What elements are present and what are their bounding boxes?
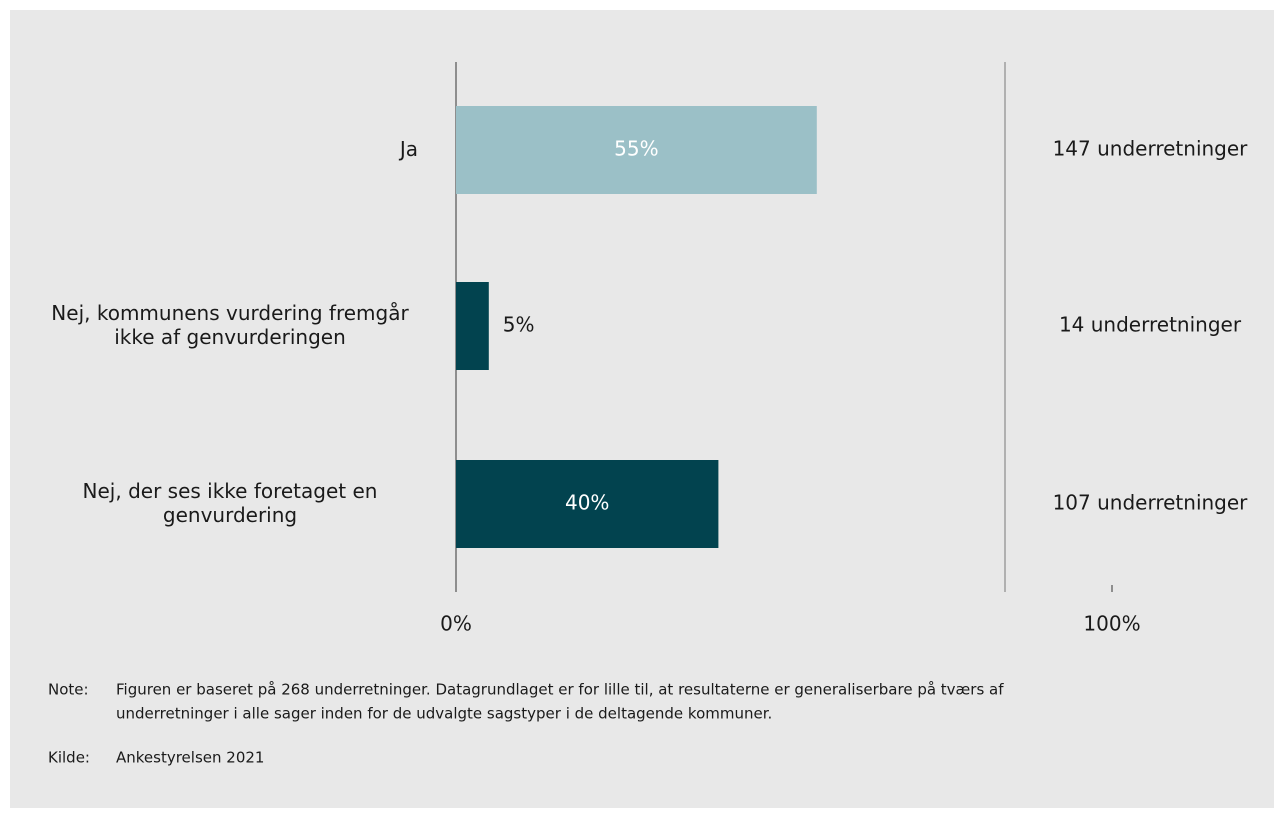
value-label: 55% [614,137,658,161]
y-tick-label: Nej, der ses ikke foretaget en genvurderi… [83,479,378,527]
y-tick-label: Ja [398,137,418,161]
note-line: Figuren er baseret på 268 underretninger… [116,681,1004,699]
bar [456,106,817,194]
annotation: 14 underretninger [1059,313,1242,337]
x-tick-label: 0% [440,612,472,636]
bar [456,282,489,370]
value-label: 5% [503,313,535,337]
source-label: Kilde: [48,749,90,767]
annotation: 147 underretninger [1053,137,1249,161]
note-line: underretninger i alle sager inden for de… [116,705,772,723]
y-tick-label: Nej, kommunens vurdering fremgår ikke af … [51,301,409,349]
annotation: 107 underretninger [1053,491,1249,515]
x-tick-label: 100% [1083,612,1140,636]
source: Ankestyrelsen 2021 [116,749,264,767]
note-label: Note: [48,681,89,699]
bar [456,460,719,548]
value-label: 40% [565,491,609,515]
